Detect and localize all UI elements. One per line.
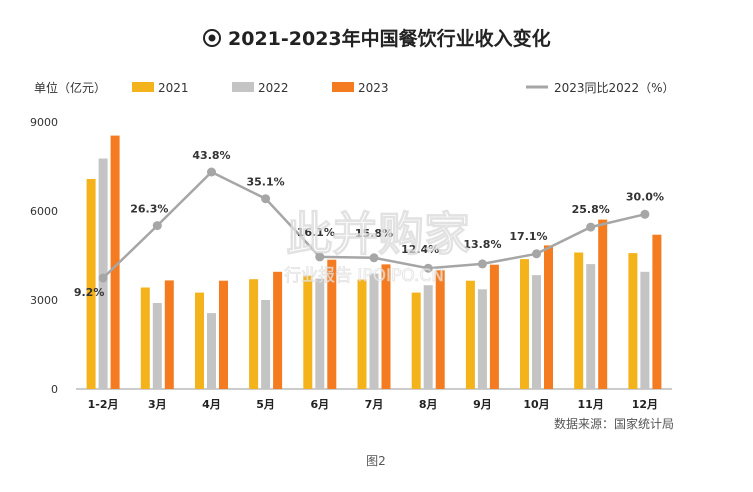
legend-swatch-2023 xyxy=(332,82,354,92)
bar-2022-1 xyxy=(152,303,162,389)
bar-2023-7 xyxy=(489,264,499,389)
legend-label-2023: 2023 xyxy=(358,81,389,95)
watermark-sub: 行业报告 IPOIPO.CN xyxy=(284,266,444,286)
yoy-point-5 xyxy=(369,253,379,263)
yoy-data-label: 30.0% xyxy=(626,190,664,203)
bar-2023-9 xyxy=(598,219,608,389)
yoy-data-label: 13.8% xyxy=(463,238,501,251)
bar-2022-5 xyxy=(369,273,379,389)
x-tick-label: 4月 xyxy=(202,398,221,411)
x-tick-label: 1-2月 xyxy=(88,398,119,411)
yoy-data-label: 16.1% xyxy=(297,226,335,239)
bar-2023-0 xyxy=(110,135,120,389)
legend-label-2022: 2022 xyxy=(258,81,289,95)
yoy-point-8 xyxy=(532,249,541,259)
bar-2022-7 xyxy=(477,289,487,389)
target-icon xyxy=(203,29,221,47)
bar-2021-7 xyxy=(465,280,475,389)
bar-2021-2 xyxy=(195,292,204,389)
bar-2021-0 xyxy=(86,179,96,389)
unit-label: 单位（亿元） xyxy=(34,80,106,95)
x-tick-label: 5月 xyxy=(256,398,275,411)
chart-title: 2021-2023年中国餐饮行业收入变化 xyxy=(228,27,551,50)
x-axis-ticks: 1-2月 3月 4月 5月 6月 7月 8月 9月 10月 11月 12月 xyxy=(88,398,658,411)
yoy-data-label: 9.2% xyxy=(74,286,105,299)
bar-2021-5 xyxy=(357,279,367,389)
yoy-data-label: 43.8% xyxy=(192,149,230,162)
yoy-point-0 xyxy=(98,273,108,283)
figure-caption: 图2 xyxy=(366,454,386,468)
yoy-point-3 xyxy=(261,194,271,204)
y-tick-label: 6000 xyxy=(30,205,58,218)
bar-2021-4 xyxy=(303,275,313,389)
bar-2023-10 xyxy=(652,234,662,389)
yoy-data-label: 15.8% xyxy=(355,227,393,240)
yoy-point-6 xyxy=(423,263,433,273)
bar-2023-2 xyxy=(219,280,228,389)
watermark-main: 此并购家 xyxy=(286,207,470,261)
bar-2022-2 xyxy=(207,313,216,389)
y-axis-ticks: 0 3000 6000 9000 xyxy=(30,116,58,396)
x-tick-label: 12月 xyxy=(632,398,658,411)
yoy-point-7 xyxy=(477,259,487,269)
bar-2022-3 xyxy=(261,300,271,389)
title-group: 2021-2023年中国餐饮行业收入变化 xyxy=(203,27,551,50)
bar-2023-1 xyxy=(164,280,174,389)
target-icon-dot xyxy=(208,34,216,42)
bar-2023-3 xyxy=(273,271,283,389)
bar-2022-10 xyxy=(640,271,650,389)
bar-2023-5 xyxy=(381,264,391,389)
bar-2022-6 xyxy=(423,285,433,389)
bar-2022-8 xyxy=(532,275,541,389)
legend-label-2021: 2021 xyxy=(158,81,189,95)
bar-2022-9 xyxy=(586,264,596,389)
legend-label-yoy: 2023同比2022（%） xyxy=(554,81,674,95)
bar-2021-6 xyxy=(411,292,421,389)
yoy-data-label: 26.3% xyxy=(130,203,168,216)
source-note: 数据来源：国家统计局 xyxy=(554,416,674,431)
legend: 2021 2022 2023 2023同比2022（%） xyxy=(132,81,674,95)
bar-2023-6 xyxy=(435,270,445,389)
bar-2021-8 xyxy=(520,259,529,389)
yoy-data-label: 12.4% xyxy=(401,243,439,256)
bar-2021-9 xyxy=(574,252,584,389)
bar-2023-4 xyxy=(327,259,337,389)
yoy-data-label: 35.1% xyxy=(247,176,285,189)
legend-swatch-2021 xyxy=(132,82,154,92)
yoy-line-group: 9.2% 26.3% 43.8% 35.1% 16.1% 15.8% 12.4% 13.8% 1… xyxy=(74,149,664,299)
y-tick-label: 0 xyxy=(51,383,58,396)
x-tick-label: 10月 xyxy=(523,398,549,411)
bar-2021-3 xyxy=(249,279,259,389)
bar-2021-10 xyxy=(628,253,638,389)
yoy-point-1 xyxy=(152,221,162,231)
bar-2021-1 xyxy=(140,287,150,389)
yoy-point-4 xyxy=(315,252,325,262)
bars xyxy=(86,135,662,389)
x-tick-label: 6月 xyxy=(310,398,329,411)
x-tick-label: 9月 xyxy=(473,398,492,411)
bar-2022-4 xyxy=(315,278,325,389)
yoy-point-2 xyxy=(207,167,216,177)
x-tick-label: 7月 xyxy=(365,398,384,411)
yoy-data-label: 25.8% xyxy=(572,203,610,216)
legend-swatch-2022 xyxy=(232,82,254,92)
y-tick-label: 3000 xyxy=(30,294,58,307)
yoy-data-label: 17.1% xyxy=(509,230,547,243)
x-tick-label: 3月 xyxy=(148,398,167,411)
x-tick-label: 8月 xyxy=(419,398,438,411)
bar-2023-8 xyxy=(544,245,553,389)
yoy-point-9 xyxy=(586,222,596,232)
y-tick-label: 9000 xyxy=(30,116,58,129)
yoy-point-10 xyxy=(640,209,650,219)
x-tick-label: 11月 xyxy=(578,398,604,411)
